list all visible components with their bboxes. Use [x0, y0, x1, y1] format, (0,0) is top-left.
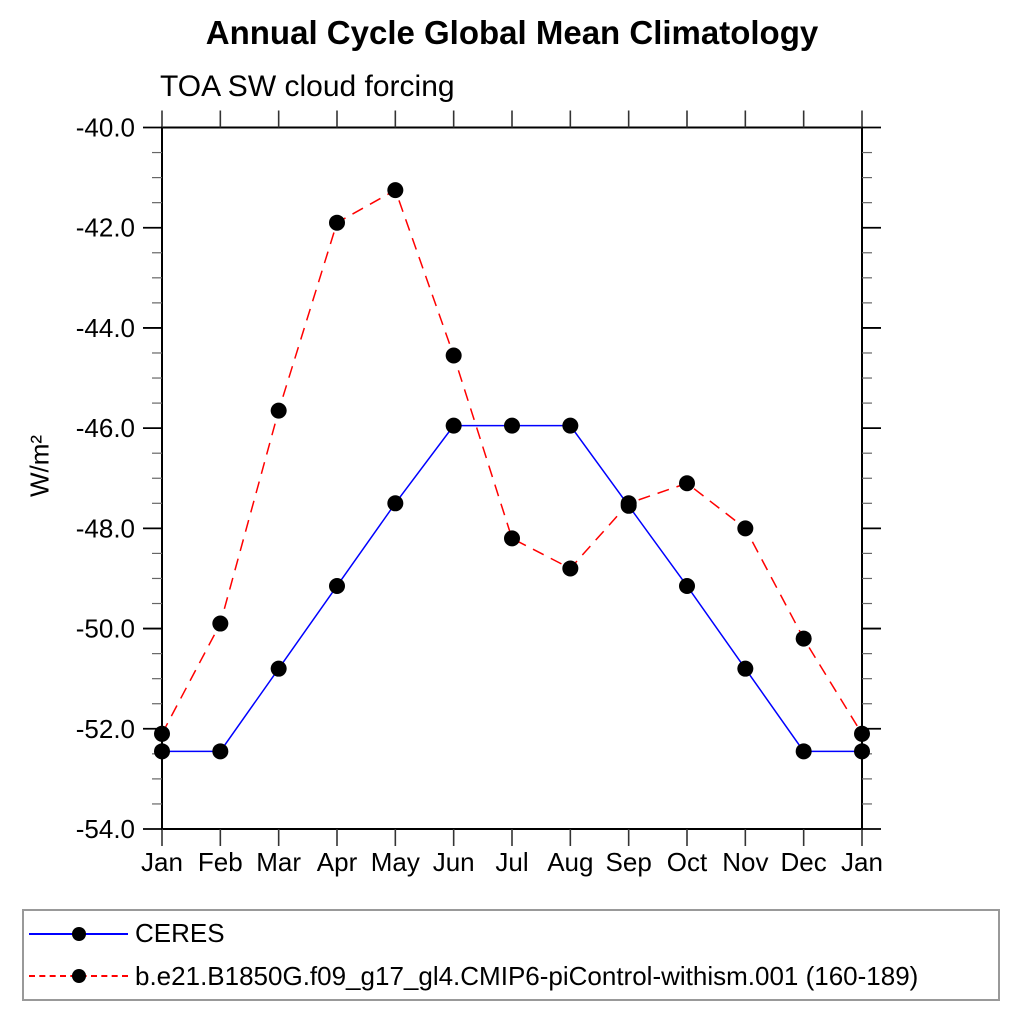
x-tick-label: Nov — [722, 847, 768, 877]
y-tick-label: -42.0 — [76, 213, 135, 243]
y-tick-label: -40.0 — [76, 113, 135, 143]
x-tick-label: Apr — [317, 847, 358, 877]
data-point-marker — [154, 725, 170, 742]
data-point-marker — [212, 743, 229, 760]
data-point-marker — [504, 530, 520, 547]
x-tick-label: Jan — [141, 847, 183, 877]
data-point-marker — [445, 417, 462, 434]
series-line-model — [161, 189, 863, 735]
series-markers — [154, 417, 870, 760]
data-point-marker — [620, 497, 637, 514]
x-tick-label: Mar — [256, 847, 301, 877]
y-tick-label: -50.0 — [76, 614, 135, 644]
chart-title: Annual Cycle Global Mean Climatology — [205, 14, 819, 51]
x-tick-label: Sep — [606, 847, 652, 877]
x-tick-label: Oct — [667, 847, 708, 877]
marker-dot-icon — [72, 969, 86, 984]
marker-dot-icon — [72, 926, 86, 941]
data-point-marker — [854, 743, 870, 760]
data-point-marker — [445, 347, 462, 364]
data-point-marker — [329, 214, 345, 231]
chart-subtitle: TOA SW cloud forcing — [160, 70, 455, 103]
series-markers — [154, 182, 870, 742]
y-tick-label: -46.0 — [76, 413, 135, 443]
legend-item-ceres: CERES — [24, 914, 998, 954]
plot-frame — [161, 126, 863, 830]
y-tick-labels: -54.0 -52.0 -50.0 -48.0 -46.0 -44.0 -42.0 -40.0 — [76, 113, 135, 845]
data-point-marker — [270, 402, 287, 419]
data-point-marker — [795, 743, 812, 760]
x-tick-label: Feb — [198, 847, 243, 877]
x-tick-label: Dec — [781, 847, 827, 877]
x-tick-label: Jan — [841, 847, 883, 877]
data-point-marker — [387, 495, 404, 512]
legend-item-model: b.e21.B1850G.f09_g17_gl4.CMIP6-piControl… — [24, 956, 998, 996]
data-point-marker — [270, 660, 287, 677]
data-point-marker — [679, 475, 695, 492]
x-tick-label: Aug — [547, 847, 593, 877]
series-line-ceres — [162, 424, 862, 753]
data-point-marker — [154, 743, 170, 760]
data-point-marker — [329, 577, 345, 594]
data-point-marker — [562, 417, 579, 434]
y-tick-label: -44.0 — [76, 313, 135, 343]
legend-label-ceres: CERES — [135, 918, 225, 949]
data-point-marker — [737, 520, 754, 537]
y-tick-label: -48.0 — [76, 513, 135, 543]
data-point-marker — [854, 725, 870, 742]
x-ticks — [161, 110, 863, 846]
data-point-marker — [387, 182, 404, 199]
x-tick-label: Jun — [433, 847, 475, 877]
data-point-marker — [562, 560, 579, 577]
x-tick-label: Jul — [495, 847, 528, 877]
y-tick-label: -52.0 — [76, 714, 135, 744]
data-point-marker — [504, 417, 520, 434]
data-point-marker — [212, 615, 229, 632]
legend: CERES b.e21.B1850G.f09_g17_gl4.CMIP6-piC… — [22, 909, 1000, 1001]
legend-label-model: b.e21.B1850G.f09_g17_gl4.CMIP6-piControl… — [135, 960, 919, 991]
data-point-marker — [795, 630, 812, 647]
y-ticks — [143, 126, 881, 830]
data-point-marker — [737, 660, 754, 677]
data-point-marker — [679, 577, 695, 594]
x-tick-label: May — [371, 847, 420, 877]
x-tick-labels: Jan Feb Mar Apr May Jun Jul Aug Sep Oct Nov Dec Jan — [141, 847, 883, 877]
y-tick-label: -54.0 — [76, 814, 135, 844]
